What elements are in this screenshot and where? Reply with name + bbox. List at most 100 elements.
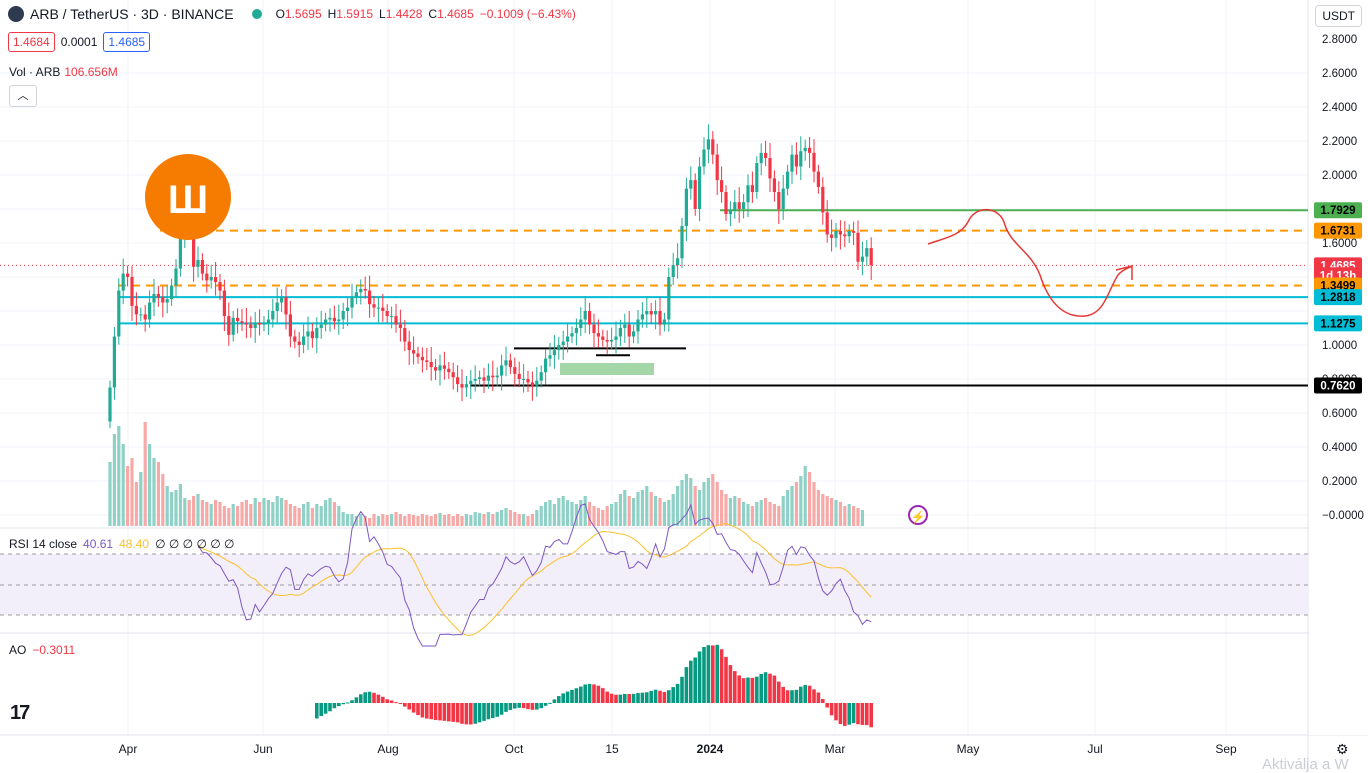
time-tick-label: Mar: [825, 742, 846, 756]
ao-bar: [359, 694, 363, 703]
ao-bar: [455, 703, 460, 723]
volume-bar: [337, 506, 341, 526]
buy-price-button[interactable]: 1.4685: [103, 32, 151, 52]
ao-bar: [394, 702, 398, 704]
volume-bar: [781, 496, 785, 526]
time-tick-label: Oct: [505, 742, 524, 756]
ao-bar: [477, 703, 482, 723]
volume-bar: [680, 480, 684, 526]
candle: [711, 139, 715, 155]
candle: [310, 331, 314, 339]
change-value: −0.1009 (−6.43%): [479, 7, 576, 21]
volume-bar: [341, 512, 345, 526]
volume-bar: [830, 498, 834, 526]
ao-bar: [794, 689, 799, 703]
collapse-legend-button[interactable]: ︿: [9, 85, 37, 107]
candle: [403, 328, 407, 342]
ao-bar: [614, 694, 618, 703]
candle: [491, 375, 495, 378]
volume-bar: [464, 514, 468, 526]
ao-bar: [491, 703, 495, 719]
volume-bar: [354, 516, 358, 526]
lightning-icon[interactable]: ⚡: [908, 505, 928, 525]
volume-bar: [174, 490, 178, 526]
candle: [244, 322, 248, 325]
ao-bar: [680, 676, 684, 703]
volume-bar: [394, 512, 398, 526]
candle: [794, 154, 798, 167]
ao-bar: [825, 703, 829, 708]
ao-bar: [521, 703, 526, 709]
candle: [359, 288, 363, 293]
sell-price-button[interactable]: 1.4684: [8, 32, 55, 52]
candle: [337, 319, 341, 322]
volume-bar: [539, 506, 543, 526]
gear-icon[interactable]: ⚙: [1336, 741, 1349, 757]
volume-bar: [579, 500, 583, 526]
candle: [596, 333, 600, 337]
candle: [838, 231, 842, 235]
candle: [134, 305, 138, 315]
candle: [544, 358, 548, 373]
volume-bar: [847, 504, 851, 526]
candle: [456, 377, 460, 385]
candle: [583, 311, 587, 320]
candle: [535, 380, 539, 386]
ao-bar: [561, 693, 565, 703]
price-axis[interactable]: 2.80002.60002.40002.20002.00001.80001.60…: [1309, 0, 1368, 735]
volume-bar: [596, 508, 600, 526]
ao-bar: [755, 676, 759, 703]
candle: [178, 234, 182, 269]
ao-bar: [711, 645, 715, 703]
volume-bar: [790, 486, 794, 526]
rsi-band: [0, 554, 1308, 615]
ao-bar: [790, 690, 794, 703]
candle: [288, 314, 292, 337]
volume-label: Vol · ARB: [9, 65, 61, 79]
ao-bar: [345, 702, 350, 704]
volume-bar: [209, 504, 213, 526]
candle: [121, 273, 125, 291]
time-axis[interactable]: Apr Jun Aug Oct 15 2024 Mar May Jul Sep: [119, 742, 1237, 756]
candle: [856, 232, 860, 262]
ao-bar: [834, 703, 838, 721]
candle: [662, 319, 666, 325]
ao-bar: [812, 689, 816, 703]
tradingview-logo-icon[interactable]: 17: [10, 702, 30, 724]
volume-bar: [618, 494, 622, 526]
candle: [420, 356, 424, 361]
volume-bar: [293, 506, 297, 526]
price-tick-label: 2.2000: [1322, 136, 1357, 148]
volume-bar: [724, 494, 728, 526]
demand-zone: [560, 363, 654, 375]
candle: [319, 324, 323, 328]
candle: [667, 277, 671, 320]
volume-bar: [592, 506, 596, 526]
candle: [706, 139, 710, 150]
volume-bar: [350, 514, 354, 526]
price-tick-label: −0.0000: [1322, 510, 1364, 522]
volume-bar: [720, 490, 724, 526]
candle: [438, 365, 442, 371]
ao-bar: [807, 685, 812, 703]
candle: [398, 324, 402, 328]
rsi-legend: RSI 14 close 40.61 48.40 ∅ ∅ ∅ ∅ ∅ ∅: [9, 537, 235, 551]
candle: [231, 317, 235, 335]
volume-bar: [605, 506, 609, 526]
ao-bar: [693, 657, 697, 703]
symbol-title[interactable]: ARB / TetherUS · 3D · BINANCE: [30, 6, 234, 22]
ao-bar: [583, 684, 587, 703]
volume-bar: [746, 504, 750, 526]
candle: [495, 375, 499, 378]
ao-bar: [596, 685, 601, 703]
arb-symbol-icon: [8, 6, 24, 22]
candle: [205, 273, 209, 281]
candle: [504, 360, 508, 366]
ao-bar: [372, 692, 376, 703]
currency-button[interactable]: USDT: [1315, 5, 1362, 27]
volume-bar: [750, 506, 754, 526]
candle: [522, 379, 526, 380]
volume-bar: [632, 498, 636, 526]
ao-bar: [623, 693, 627, 703]
